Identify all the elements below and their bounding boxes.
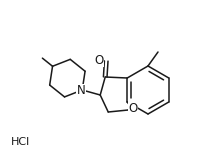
Text: O: O — [95, 53, 104, 66]
Text: HCl: HCl — [10, 137, 30, 147]
Text: O: O — [128, 102, 137, 115]
Text: N: N — [77, 85, 86, 98]
